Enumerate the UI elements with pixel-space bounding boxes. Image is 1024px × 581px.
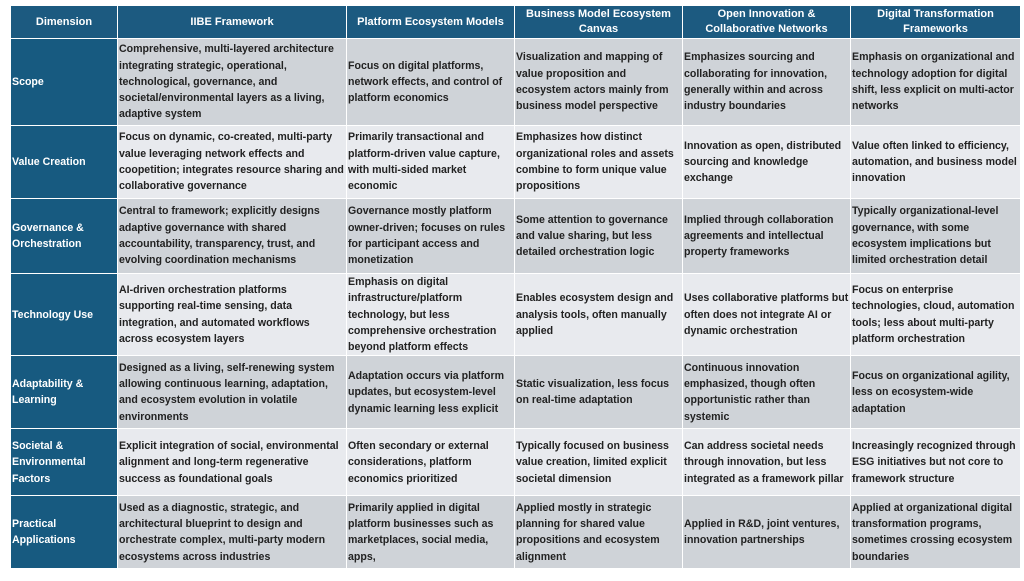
table-cell: Typically focused on business value crea…	[514, 428, 683, 497]
dimension-cell: Governance & Orchestration	[10, 198, 118, 274]
table-cell: Used as a diagnostic, strategic, and arc…	[117, 495, 347, 570]
dimension-cell: Technology Use	[10, 272, 118, 357]
table-row: Adaptability & Learning Designed as a liv…	[10, 355, 1021, 430]
table-cell: Increasingly recognized through ESG init…	[850, 428, 1021, 497]
table-cell: Emphasizes how distinct organizational r…	[514, 125, 683, 199]
table-cell: Applied in R&D, joint ventures, innovati…	[682, 495, 851, 570]
table-cell: Innovation as open, distributed sourcing…	[682, 125, 851, 199]
table-row: Practical Applications Used as a diagnost…	[10, 495, 1021, 570]
table-cell: Some attention to governance and value s…	[514, 198, 683, 274]
column-header: Dimension	[10, 5, 118, 39]
table-cell: Comprehensive, multi-layered architectur…	[117, 38, 347, 126]
table-cell: Applied at organizational digital transf…	[850, 495, 1021, 570]
table-cell: Value often linked to efficiency, automa…	[850, 125, 1021, 199]
table-row: Scope Comprehensive, multi-layered archit…	[10, 38, 1021, 126]
table-cell: Emphasizes sourcing and collaborating fo…	[682, 38, 851, 126]
table-cell: Typically organizational-level governanc…	[850, 198, 1021, 274]
table-cell: Primarily applied in digital platform bu…	[346, 495, 515, 570]
table-cell: Continuous innovation emphasized, though…	[682, 355, 851, 430]
column-header: Business Model Ecosystem Canvas	[514, 5, 683, 39]
table-cell: Adaptation occurs via platform updates, …	[346, 355, 515, 430]
table-row: Technology Use AI-driven orchestration pl…	[10, 272, 1021, 357]
table-cell: Central to framework; explicitly designs…	[117, 198, 347, 274]
table-cell: Designed as a living, self-renewing syst…	[117, 355, 347, 430]
dimension-cell: Value Creation	[10, 125, 118, 199]
dimension-cell: Societal & Environmental Factors	[10, 428, 118, 497]
comparison-table: Dimension IIBE Framework Platform Ecosyste…	[10, 5, 1021, 570]
table-row: Societal & Environmental Factors Explicit…	[10, 428, 1021, 497]
column-header: Platform Ecosystem Models	[346, 5, 515, 39]
table-row: Governance & Orchestration Central to fra…	[10, 198, 1021, 274]
dimension-cell: Adaptability & Learning	[10, 355, 118, 430]
table-cell: Governance mostly platform owner-driven;…	[346, 198, 515, 274]
column-header: Open Innovation & Collaborative Networks	[682, 5, 851, 39]
table-row: Value Creation Focus on dynamic, co-creat…	[10, 125, 1021, 199]
header-row: Dimension IIBE Framework Platform Ecosyste…	[10, 5, 1021, 39]
table-cell: Emphasis on organizational and technolog…	[850, 38, 1021, 126]
table-cell: Focus on organizational agility, less on…	[850, 355, 1021, 430]
table-cell: Explicit integration of social, environm…	[117, 428, 347, 497]
table-cell: Focus on dynamic, co-created, multi-part…	[117, 125, 347, 199]
table-cell: Primarily transactional and platform-dri…	[346, 125, 515, 199]
table-cell: Often secondary or external consideratio…	[346, 428, 515, 497]
table-cell: Uses collaborative platforms but often d…	[682, 272, 851, 357]
table-cell: Focus on enterprise technologies, cloud,…	[850, 272, 1021, 357]
table-cell: Can address societal needs through innov…	[682, 428, 851, 497]
table-cell: Applied mostly in strategic planning for…	[514, 495, 683, 570]
table-cell: Emphasis on digital infrastructure/platf…	[346, 272, 515, 357]
column-header: Digital Transformation Frameworks	[850, 5, 1021, 39]
dimension-cell: Practical Applications	[10, 495, 118, 570]
table-cell: Focus on digital platforms, network effe…	[346, 38, 515, 126]
table-cell: Implied through collaboration agreements…	[682, 198, 851, 274]
table-cell: AI-driven orchestration platforms suppor…	[117, 272, 347, 357]
column-header: IIBE Framework	[117, 5, 347, 39]
table-cell: Visualization and mapping of value propo…	[514, 38, 683, 126]
table-cell: Static visualization, less focus on real…	[514, 355, 683, 430]
table-cell: Enables ecosystem design and analysis to…	[514, 272, 683, 357]
dimension-cell: Scope	[10, 38, 118, 126]
